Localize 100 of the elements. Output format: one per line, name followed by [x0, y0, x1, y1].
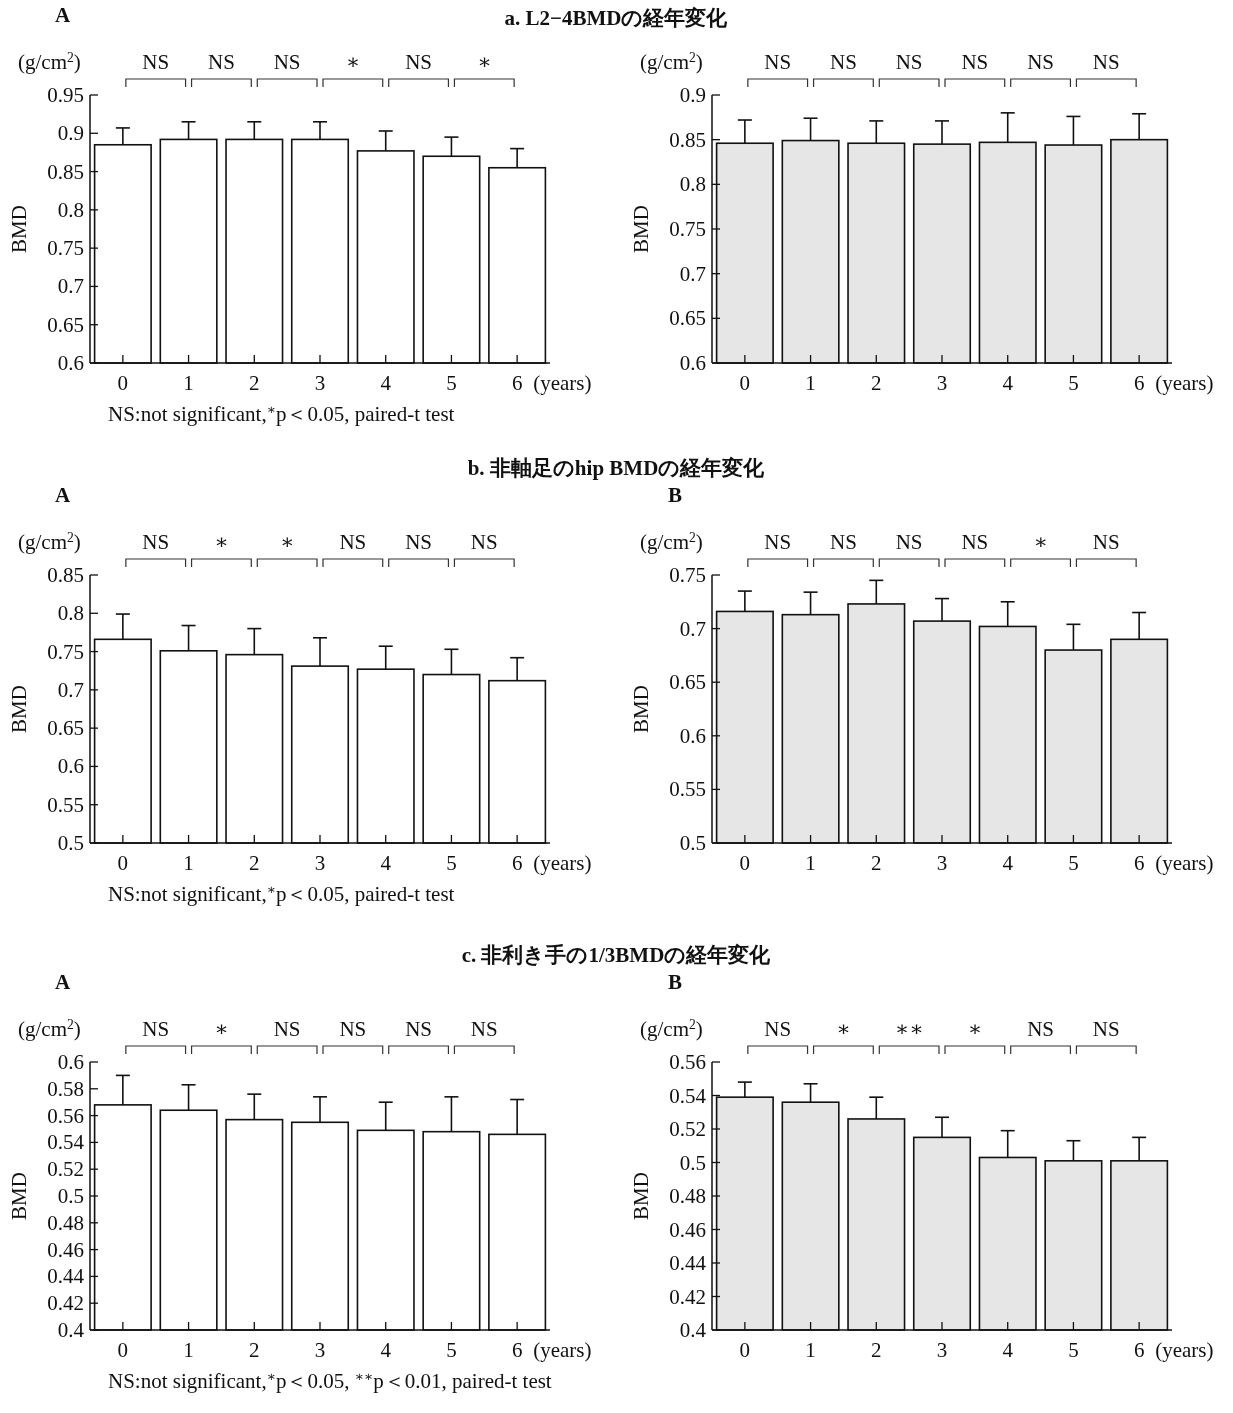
x-tick-label: 2	[249, 851, 260, 875]
text: NS	[339, 530, 367, 554]
x-tick-label: 5	[1068, 851, 1079, 875]
text: NS:not significant,$^{∗}$p＜0.05, paired-t test	[108, 881, 455, 906]
y-tick-label: 0.8	[57, 601, 84, 626]
text: NS	[764, 50, 792, 74]
x-tick-label: 1	[805, 371, 816, 395]
x-tick-label: 6	[1133, 1338, 1145, 1362]
y-tick-label: 0.7	[679, 261, 706, 286]
y-axis-title: BMD	[629, 1172, 653, 1220]
x-tick-label: 2	[871, 1338, 882, 1362]
y-axis-title: BMD	[7, 685, 31, 733]
chart-subtitle: A	[55, 483, 71, 507]
y-tick-label: 0.75	[47, 639, 84, 664]
text: NS	[405, 530, 432, 554]
x-tick-label: 0	[739, 371, 751, 395]
x-tick-label: 4	[380, 851, 392, 875]
text: NS	[273, 1017, 301, 1041]
x-tick-label: 4	[1002, 371, 1014, 395]
text: ∗	[280, 530, 295, 554]
text: ∗	[345, 50, 360, 74]
text: ∗	[477, 50, 492, 74]
x-tick-label: 3	[314, 371, 326, 395]
text: (g/cm$^{2}$)	[640, 529, 703, 554]
x-tick-label: 5	[1068, 1338, 1079, 1362]
y-axis-title: BMD	[629, 205, 653, 253]
y-tick-label: 0.5	[57, 831, 84, 855]
text: NS	[895, 50, 923, 74]
x-tick-label: 6	[511, 1338, 523, 1362]
x-tick-label: 2	[249, 1338, 260, 1362]
x-tick-label: 1	[805, 851, 816, 875]
x-tick-label: 1	[183, 851, 194, 875]
x-tick-label: 3	[936, 1338, 948, 1362]
y-tick-label: 0.6	[679, 351, 706, 375]
text: (g/cm$^{2}$)	[640, 49, 703, 74]
text: (g/cm$^{2}$)	[18, 1016, 81, 1041]
y-tick-label: 0.44	[47, 1264, 85, 1289]
text: c. 非利き手の1/3BMDの経年変化	[461, 943, 772, 967]
y-tick-label: 0.48	[669, 1184, 706, 1208]
text: (g/cm$^{2}$)	[18, 49, 81, 74]
y-tick-label: 0.65	[47, 716, 84, 741]
x-axis-title: (years)	[533, 851, 592, 875]
x-tick-label: 4	[380, 371, 392, 395]
y-tick-label: 0.58	[47, 1076, 84, 1101]
x-tick-label: 5	[1068, 371, 1079, 395]
x-tick-label: 1	[805, 1338, 816, 1362]
y-axis-title: BMD	[629, 685, 653, 733]
text: ∗	[836, 1017, 851, 1041]
y-tick-label: 0.56	[47, 1103, 84, 1128]
x-tick-label: 3	[314, 1338, 326, 1362]
text: NS	[764, 1017, 792, 1041]
y-tick-label: 0.65	[669, 306, 706, 331]
y-tick-label: 0.65	[47, 312, 84, 337]
x-tick-label: 6	[511, 851, 523, 875]
x-tick-label: 6	[1133, 371, 1145, 395]
y-tick-label: 0.6	[57, 754, 84, 779]
y-tick-label: 0.85	[47, 563, 84, 587]
y-tick-label: 0.4	[57, 1318, 85, 1342]
text: NS	[830, 50, 857, 74]
y-tick-label: 0.48	[47, 1210, 84, 1235]
text: NS	[1092, 1017, 1120, 1041]
y-tick-label: 0.4	[679, 1318, 707, 1342]
text: NS	[830, 530, 857, 554]
x-tick-label: 4	[380, 1338, 392, 1362]
text: NS:not significant,$^{∗}$p＜0.05, paired-t test	[108, 401, 455, 426]
x-tick-label: 2	[871, 371, 882, 395]
text: NS	[961, 50, 989, 74]
y-tick-label: 0.85	[47, 159, 84, 184]
y-tick-label: 0.46	[669, 1217, 706, 1242]
x-tick-label: 3	[314, 851, 326, 875]
y-tick-label: 0.7	[679, 616, 706, 641]
y-tick-label: 0.52	[669, 1117, 706, 1141]
x-tick-label: 1	[183, 1338, 194, 1362]
y-axis-title: BMD	[7, 205, 31, 253]
y-tick-label: 0.46	[47, 1237, 84, 1262]
x-tick-label: 0	[117, 1338, 129, 1362]
y-tick-label: 0.42	[669, 1284, 706, 1309]
text: ∗	[967, 1017, 982, 1041]
chart-subtitle: A	[55, 3, 71, 27]
y-tick-label: 0.6	[57, 351, 84, 375]
text: NS	[764, 530, 792, 554]
x-tick-label: 5	[446, 1338, 457, 1362]
y-tick-label: 0.75	[669, 217, 706, 241]
x-tick-label: 3	[936, 371, 948, 395]
y-tick-label: 0.54	[669, 1083, 707, 1108]
x-tick-label: 0	[117, 371, 129, 395]
x-tick-label: 6	[511, 371, 523, 395]
y-tick-label: 0.85	[669, 127, 706, 152]
y-tick-label: 0.54	[47, 1130, 85, 1155]
x-tick-label: 1	[183, 371, 194, 395]
y-tick-label: 0.7	[57, 274, 84, 299]
text: ∗	[214, 1017, 229, 1041]
text: ∗	[214, 530, 229, 554]
x-tick-label: 4	[1002, 1338, 1014, 1362]
y-tick-label: 0.9	[57, 121, 84, 146]
text: (g/cm$^{2}$)	[640, 1016, 703, 1041]
y-tick-label: 0.44	[669, 1251, 707, 1275]
y-axis-title: BMD	[7, 1172, 31, 1220]
text: NS	[470, 1017, 498, 1041]
chart-subtitle: B	[668, 483, 683, 507]
